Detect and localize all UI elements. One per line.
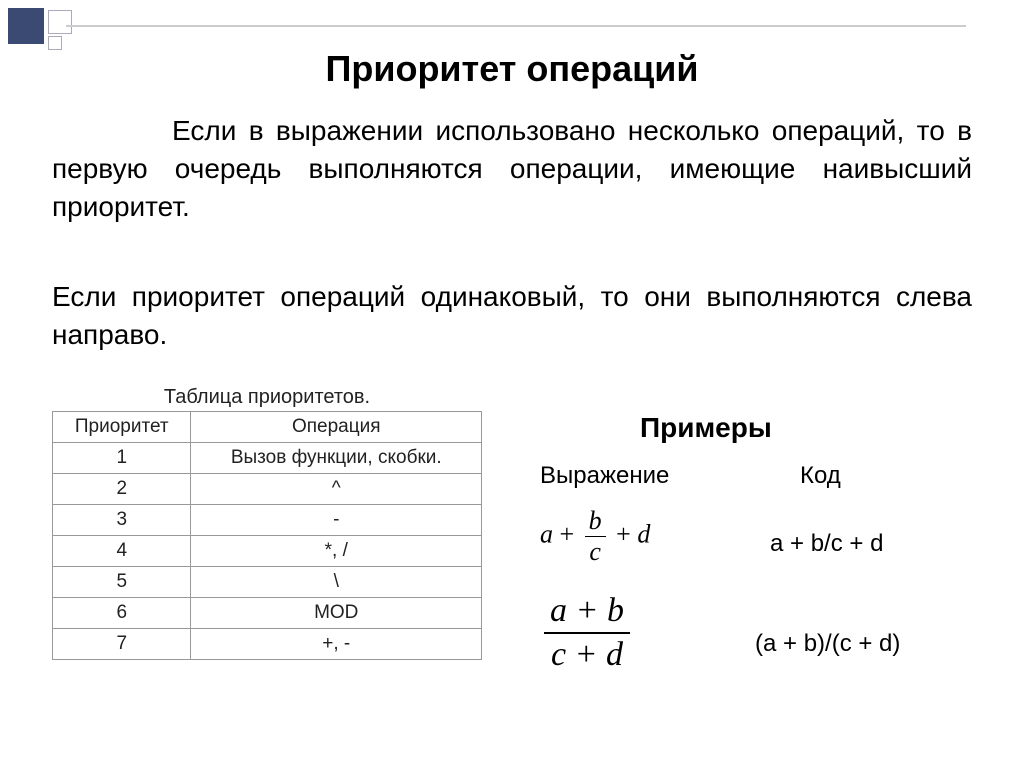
plus-operator: + bbox=[610, 519, 638, 548]
table-row: 6MOD bbox=[53, 598, 482, 629]
example-1-code: a + b/c + d bbox=[770, 530, 883, 558]
denominator-text: c + d bbox=[551, 636, 623, 673]
table-row: 4*, / bbox=[53, 536, 482, 567]
table-header-operation: Операция bbox=[191, 412, 482, 443]
fraction: a + b c + d bbox=[544, 590, 630, 676]
table-row: 3- bbox=[53, 505, 482, 536]
example-2-expression: a + b c + d bbox=[540, 590, 634, 676]
cell-priority: 5 bbox=[53, 567, 191, 598]
fraction-numerator: b bbox=[585, 506, 606, 536]
priority-table-wrap: Таблица приоритетов. Приоритет Операция … bbox=[52, 386, 482, 660]
table-header-row: Приоритет Операция bbox=[53, 412, 482, 443]
cell-operation: MOD bbox=[191, 598, 482, 629]
example-2-code: (a + b)/(c + d) bbox=[755, 630, 900, 658]
cell-priority: 4 bbox=[53, 536, 191, 567]
paragraph-1: Если в выражении использовано несколько … bbox=[52, 112, 972, 225]
expr-var-a: a bbox=[540, 519, 553, 548]
numerator-text: a + b bbox=[550, 592, 624, 629]
table-caption: Таблица приоритетов. bbox=[52, 386, 482, 409]
cell-operation: \ bbox=[191, 567, 482, 598]
cell-priority: 3 bbox=[53, 505, 191, 536]
examples-title: Примеры bbox=[640, 412, 772, 444]
cell-operation: +, - bbox=[191, 629, 482, 660]
table-row: 2^ bbox=[53, 474, 482, 505]
cell-priority: 2 bbox=[53, 474, 191, 505]
fraction: bc bbox=[585, 506, 606, 567]
priority-table: Приоритет Операция 1Вызов функции, скобк… bbox=[52, 411, 482, 660]
fraction-denominator: c bbox=[585, 536, 606, 567]
expr-var-d: d bbox=[637, 519, 650, 548]
table-header-priority: Приоритет bbox=[53, 412, 191, 443]
table-row: 5\ bbox=[53, 567, 482, 598]
deco-square-filled bbox=[8, 8, 44, 44]
slide-title: Приоритет операций bbox=[0, 48, 1024, 90]
fraction-denominator: c + d bbox=[544, 632, 630, 676]
column-header-expression: Выражение bbox=[540, 462, 669, 490]
cell-priority: 6 bbox=[53, 598, 191, 629]
fraction-numerator: a + b bbox=[544, 590, 630, 632]
column-header-code: Код bbox=[800, 462, 841, 490]
cell-operation: Вызов функции, скобки. bbox=[191, 443, 482, 474]
cell-priority: 1 bbox=[53, 443, 191, 474]
example-1-expression: a + bc + d bbox=[540, 506, 650, 567]
cell-operation: *, / bbox=[191, 536, 482, 567]
table-row: 1Вызов функции, скобки. bbox=[53, 443, 482, 474]
paragraph-2: Если приоритет операций одинаковый, то о… bbox=[52, 278, 972, 354]
deco-rule bbox=[66, 25, 966, 27]
table-row: 7+, - bbox=[53, 629, 482, 660]
deco-square-outline bbox=[48, 10, 72, 34]
cell-priority: 7 bbox=[53, 629, 191, 660]
cell-operation: - bbox=[191, 505, 482, 536]
cell-operation: ^ bbox=[191, 474, 482, 505]
plus-operator: + bbox=[553, 519, 581, 548]
